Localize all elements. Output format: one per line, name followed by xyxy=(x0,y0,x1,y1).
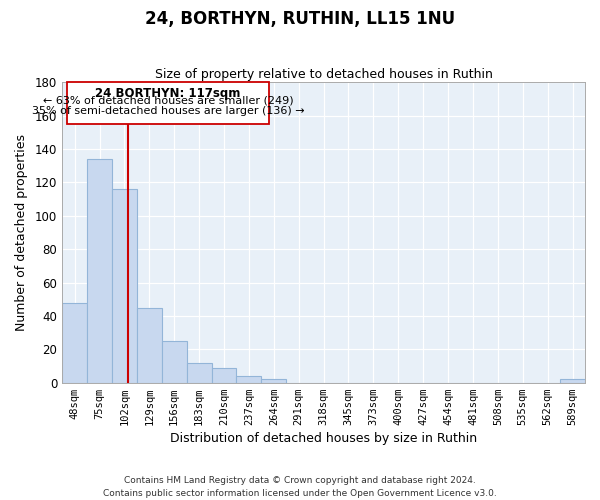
Bar xyxy=(62,302,87,382)
Bar xyxy=(87,159,112,382)
Y-axis label: Number of detached properties: Number of detached properties xyxy=(15,134,28,331)
Text: 35% of semi-detached houses are larger (136) →: 35% of semi-detached houses are larger (… xyxy=(32,106,304,116)
X-axis label: Distribution of detached houses by size in Ruthin: Distribution of detached houses by size … xyxy=(170,432,477,445)
Bar xyxy=(162,341,187,382)
Bar xyxy=(560,380,585,382)
Text: ← 63% of detached houses are smaller (249): ← 63% of detached houses are smaller (24… xyxy=(43,96,293,106)
Text: Contains HM Land Registry data © Crown copyright and database right 2024.
Contai: Contains HM Land Registry data © Crown c… xyxy=(103,476,497,498)
Bar xyxy=(212,368,236,382)
Bar xyxy=(112,189,137,382)
Bar xyxy=(137,308,162,382)
Text: 24, BORTHYN, RUTHIN, LL15 1NU: 24, BORTHYN, RUTHIN, LL15 1NU xyxy=(145,10,455,28)
Bar xyxy=(187,362,212,382)
FancyBboxPatch shape xyxy=(67,82,269,124)
Bar xyxy=(236,376,262,382)
Bar xyxy=(262,380,286,382)
Title: Size of property relative to detached houses in Ruthin: Size of property relative to detached ho… xyxy=(155,68,493,81)
Text: 24 BORTHYN: 117sqm: 24 BORTHYN: 117sqm xyxy=(95,87,241,100)
